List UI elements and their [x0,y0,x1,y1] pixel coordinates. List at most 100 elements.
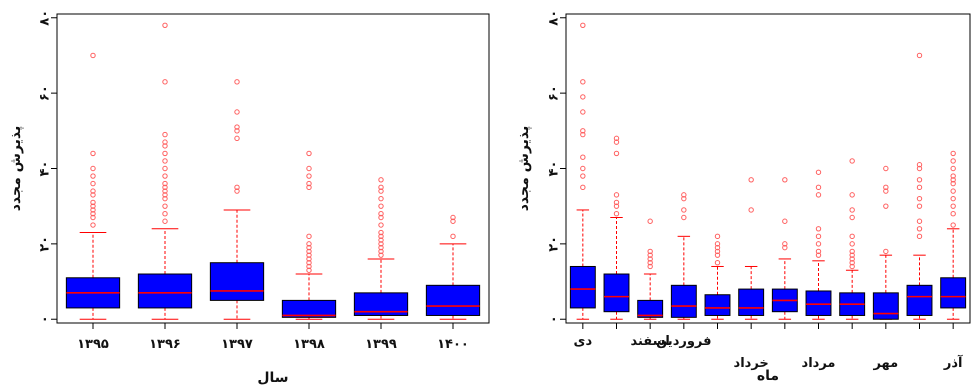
outlier-point [849,192,855,198]
outlier-point [782,244,788,251]
outlier-point [378,229,384,236]
outlier-point [916,165,923,172]
outlier-point [916,184,923,191]
outlier-point [378,188,384,194]
x-tick-label: ۱۳۹۹ [365,337,397,352]
outlier-point [162,158,168,164]
iqr-box [569,265,596,309]
outlier-point [916,226,923,232]
outlier-point [815,241,822,247]
x-tick-label: خرداد [734,356,769,371]
box-2: ۱۳۹۶ [137,22,193,352]
outlier-point [580,131,586,138]
iqr-box [137,273,193,309]
outlier-point [849,233,855,240]
outlier-point [162,131,168,138]
box-5: ۱۳۹۹ [353,177,409,352]
outlier-point [450,233,456,240]
outlier-point [580,79,586,85]
outlier-point [647,248,653,255]
iqr-box [603,273,630,313]
outlier-point [234,79,240,85]
y-tick-label: ۸۰ [38,10,53,26]
outlier-point [714,248,721,255]
y-tick-label: ۶۰ [547,85,562,101]
outlier-point [613,203,620,209]
outlier-point [580,184,586,191]
iqr-box [940,277,967,309]
chart-panel-1: ۰ ۲۰ ۴۰ ۶۰ ۸۰ پذیرش مجدد سال ۱۳۹۵ ۱۳۹۶ ۱۳۹۷ ۱۳۹۸ ۱۳… [8,10,490,386]
outlier-point [849,241,855,247]
outlier-point [378,244,384,251]
outlier-point [849,260,855,266]
outlier-point [815,252,822,258]
outlier-point [162,203,168,209]
outlier-point [883,203,889,209]
box-12: آذر [940,150,967,371]
outlier-point [815,226,822,232]
outlier-point [950,203,956,209]
outlier-point [613,150,620,157]
outlier-point [306,173,312,179]
y-axis-label: پذیرش مجدد [516,126,532,212]
outlier-point [90,192,96,198]
outlier-point [162,188,168,194]
outlier-point [378,203,384,209]
iqr-box [872,292,899,320]
outlier-point [162,150,168,157]
outlier-point [916,177,923,183]
box-4: ۱۳۹۸ [281,150,337,352]
box-6: خرداد [734,177,769,371]
outlier-point [613,139,620,145]
outlier-point [306,165,312,172]
outlier-point [849,248,855,255]
outlier-point [234,124,240,130]
outlier-point [306,263,312,270]
outlier-point [782,177,788,183]
outlier-point [580,173,586,179]
outlier-point [815,184,822,191]
box-8: مرداد [802,169,835,371]
outlier-point [580,22,586,29]
outlier-point [714,252,721,258]
y-tick-label: ۸۰ [547,10,562,26]
outlier-point [916,203,923,209]
outlier-point [90,211,96,217]
y-tick-label: ۴۰ [547,161,562,177]
iqr-box [281,299,337,318]
outlier-point [162,173,168,179]
outlier-point [950,188,956,194]
outlier-point [883,248,889,255]
outlier-point [90,222,96,228]
x-tick-label: ۱۳۹۵ [77,337,109,352]
outlier-point [162,192,168,198]
outlier-point [950,180,956,187]
x-axis-label: سال [257,370,288,386]
y-axis-label: پذیرش مجدد [8,126,24,212]
outlier-point [90,180,96,187]
box-9 [839,158,866,329]
iqr-box [738,288,765,316]
outlier-point [613,199,620,206]
iqr-box [805,290,832,316]
outlier-point [162,211,168,217]
outlier-point [916,218,923,224]
outlier-point [681,192,687,198]
outlier-point [378,252,384,258]
iqr-box [425,284,481,316]
outlier-point [916,195,923,202]
outlier-point [378,195,384,202]
outlier-point [849,214,855,221]
outlier-point [378,233,384,240]
outlier-point [815,233,822,240]
x-tick-label: مهر [872,356,898,371]
x-tick-label: اسفند [630,334,669,349]
iqr-box [209,262,265,301]
outlier-point [378,222,384,228]
x-tick-label: ۱۳۹۶ [149,337,181,352]
outlier-point [162,165,168,172]
iqr-box [637,299,664,318]
outlier-point [950,158,956,164]
outlier-point [306,256,312,262]
outlier-point [90,203,96,209]
